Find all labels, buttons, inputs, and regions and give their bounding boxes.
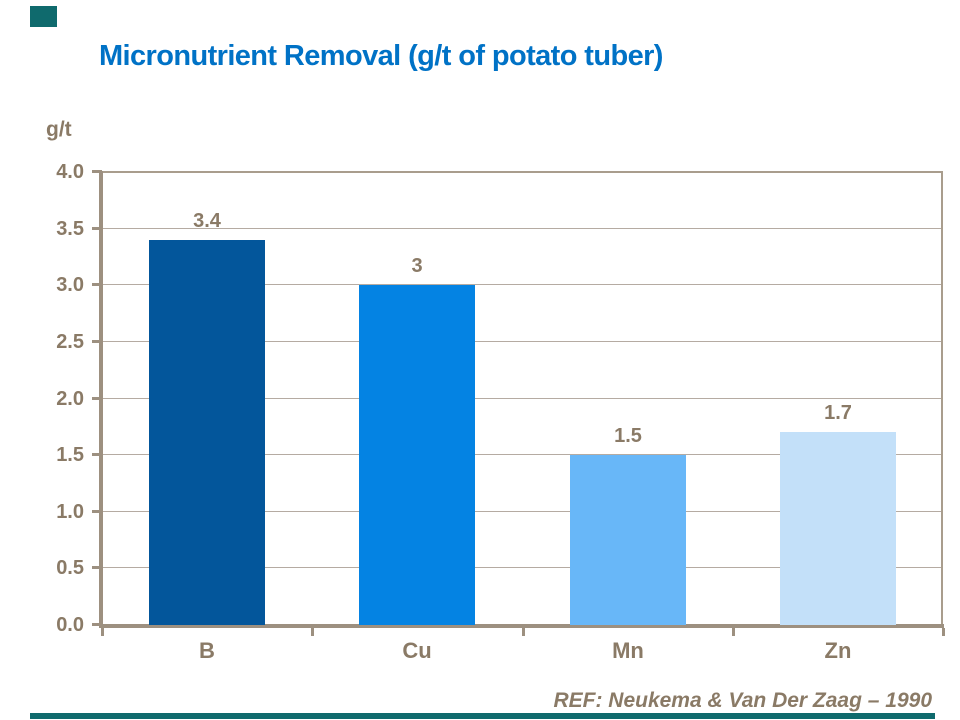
x-category-label: B (199, 638, 215, 663)
y-tick-label: 0.5 (56, 557, 84, 579)
bar (570, 455, 686, 625)
bar-value-label: 3.4 (193, 210, 221, 232)
y-tick-label: 1.0 (56, 501, 84, 523)
y-tick (92, 623, 102, 626)
y-tick-label: 3.5 (56, 218, 84, 240)
y-gridline (103, 398, 941, 399)
y-gridline (103, 284, 941, 285)
y-tick (92, 510, 102, 513)
x-category-label: Mn (612, 638, 644, 663)
bar-value-label: 1.5 (614, 425, 642, 447)
y-tick-label: 1.5 (56, 444, 84, 466)
x-category-label: Zn (824, 638, 852, 663)
y-gridline (103, 511, 941, 512)
plot-border-right (941, 172, 943, 625)
bar (359, 285, 475, 625)
y-tick-label: 2.0 (56, 388, 84, 410)
y-gridline (103, 567, 941, 568)
chart-title: Micronutrient Removal (g/t of potato tub… (99, 40, 663, 72)
y-tick-label: 3.0 (56, 274, 84, 296)
x-tick (101, 628, 104, 636)
template-bottom-rule (30, 713, 935, 719)
y-gridline (103, 454, 941, 455)
y-axis-line (99, 171, 103, 628)
y-gridline (103, 228, 941, 229)
y-tick (92, 170, 102, 173)
x-tick (732, 628, 735, 636)
y-gridline (103, 341, 941, 342)
y-tick-label: 2.5 (56, 331, 84, 353)
y-tick (92, 566, 102, 569)
y-tick (92, 283, 102, 286)
reference-citation: REF: Neukema & Van Der Zaag – 1990 (553, 689, 932, 712)
bar (780, 432, 896, 625)
y-tick (92, 453, 102, 456)
y-tick-label: 4.0 (56, 161, 84, 183)
x-tick (942, 628, 945, 636)
y-tick (92, 340, 102, 343)
x-tick (311, 628, 314, 636)
x-axis-line (99, 624, 944, 628)
y-axis-unit-label: g/t (46, 118, 72, 141)
y-tick (92, 227, 102, 230)
x-category-label: Cu (402, 638, 432, 663)
template-corner-accent (30, 6, 57, 27)
y-tick (92, 397, 102, 400)
plot-border-top (102, 171, 943, 173)
bar-value-label: 1.7 (824, 402, 852, 424)
bar-value-label: 3 (411, 255, 423, 277)
x-tick (522, 628, 525, 636)
y-tick-label: 0.0 (56, 614, 84, 636)
bar (149, 240, 265, 625)
